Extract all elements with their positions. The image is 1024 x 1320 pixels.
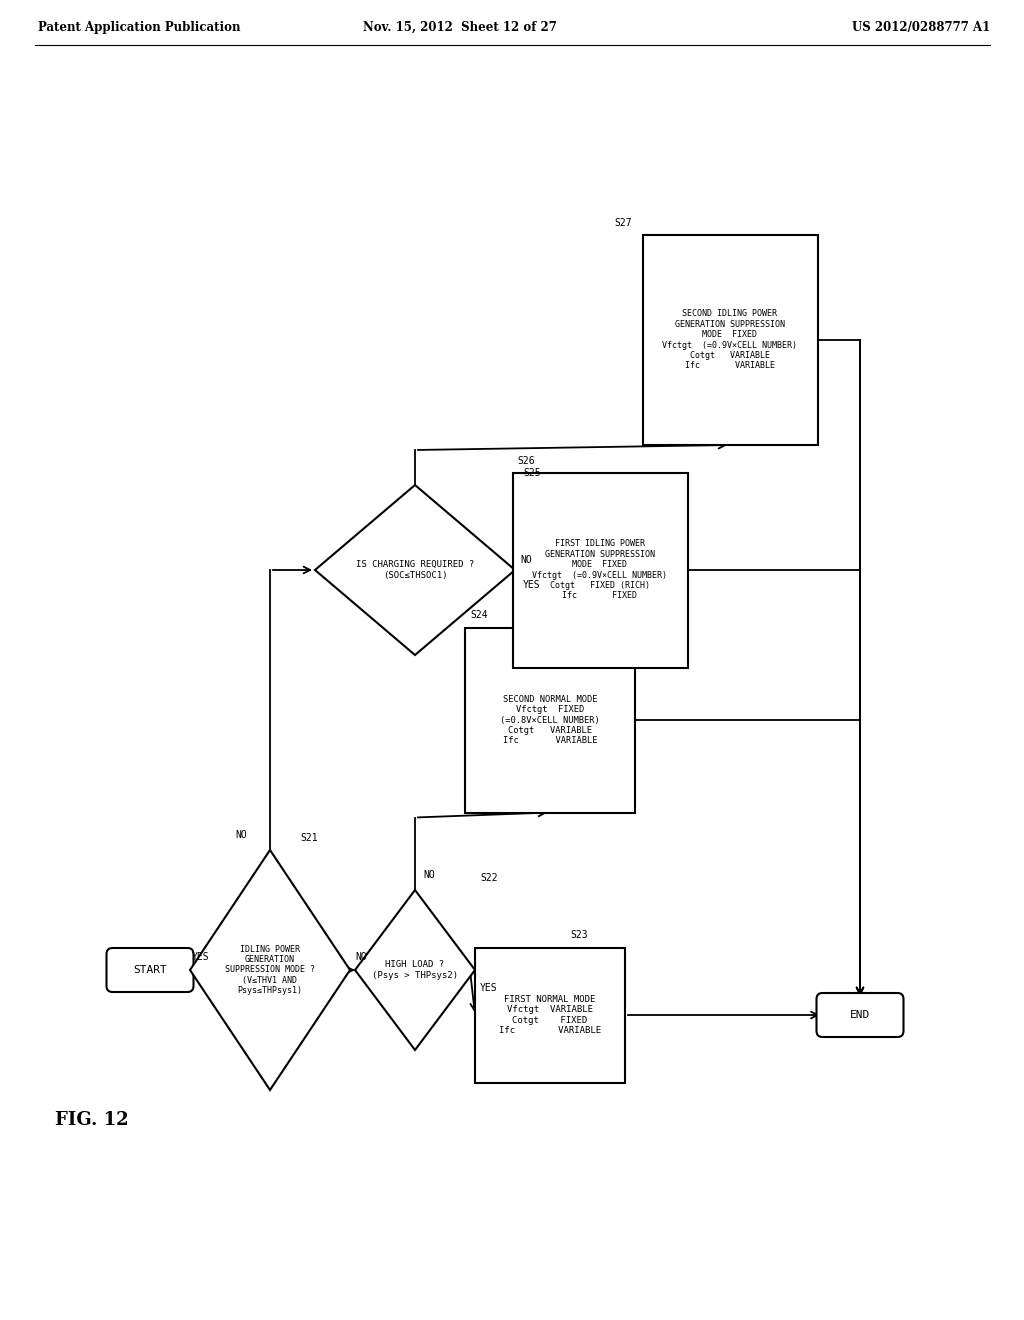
Bar — [465, 627, 635, 813]
Polygon shape — [355, 890, 475, 1049]
Text: S26: S26 — [517, 455, 536, 466]
Text: YES: YES — [523, 579, 541, 590]
Bar — [475, 948, 625, 1082]
Text: S23: S23 — [570, 931, 588, 940]
Text: NO: NO — [355, 952, 367, 962]
Polygon shape — [190, 850, 350, 1090]
Text: NO: NO — [234, 830, 247, 840]
Text: NO: NO — [520, 554, 531, 565]
Text: START: START — [133, 965, 167, 975]
Text: YES: YES — [480, 983, 498, 993]
Text: IS CHARGING REQUIRED ?
(SOC≤THSOC1): IS CHARGING REQUIRED ? (SOC≤THSOC1) — [356, 560, 474, 579]
Text: NO: NO — [423, 870, 435, 880]
Text: FIRST IDLING POWER
GENERATION SUPPRESSION
MODE  FIXED
Vfctgt  (=0.9V×CELL NUMBER: FIRST IDLING POWER GENERATION SUPPRESSIO… — [532, 540, 668, 601]
Text: FIRST NORMAL MODE
Vfctgt  VARIABLE
Cotgt    FIXED
Ifc        VARIABLE: FIRST NORMAL MODE Vfctgt VARIABLE Cotgt … — [499, 995, 601, 1035]
Text: HIGH LOAD ?
(Psys > THPsys2): HIGH LOAD ? (Psys > THPsys2) — [372, 961, 458, 979]
FancyBboxPatch shape — [816, 993, 903, 1038]
Bar — [642, 235, 817, 445]
Text: S25: S25 — [523, 469, 541, 478]
Text: US 2012/0288777 A1: US 2012/0288777 A1 — [852, 21, 990, 33]
Text: END: END — [850, 1010, 870, 1020]
Text: S21: S21 — [300, 833, 317, 843]
Text: SECOND IDLING POWER
GENERATION SUPPRESSION
MODE  FIXED
Vfctgt  (=0.9V×CELL NUMBE: SECOND IDLING POWER GENERATION SUPPRESSI… — [663, 309, 798, 371]
Bar — [512, 473, 687, 668]
Text: S27: S27 — [614, 218, 632, 228]
Text: S24: S24 — [470, 610, 487, 620]
Polygon shape — [315, 484, 515, 655]
Text: SECOND NORMAL MODE
Vfctgt  FIXED
(=0.8V×CELL NUMBER)
Cotgt   VARIABLE
Ifc       : SECOND NORMAL MODE Vfctgt FIXED (=0.8V×C… — [500, 694, 600, 746]
Text: Patent Application Publication: Patent Application Publication — [38, 21, 241, 33]
Text: YES: YES — [193, 952, 210, 962]
FancyBboxPatch shape — [106, 948, 194, 993]
Text: Nov. 15, 2012  Sheet 12 of 27: Nov. 15, 2012 Sheet 12 of 27 — [364, 21, 557, 33]
Text: S22: S22 — [480, 873, 498, 883]
Text: IDLING POWER
GENERATION
SUPPRESSION MODE ?
(V≤THV1 AND
Psys≤THPsys1): IDLING POWER GENERATION SUPPRESSION MODE… — [225, 945, 315, 995]
Text: FIG. 12: FIG. 12 — [55, 1111, 129, 1129]
